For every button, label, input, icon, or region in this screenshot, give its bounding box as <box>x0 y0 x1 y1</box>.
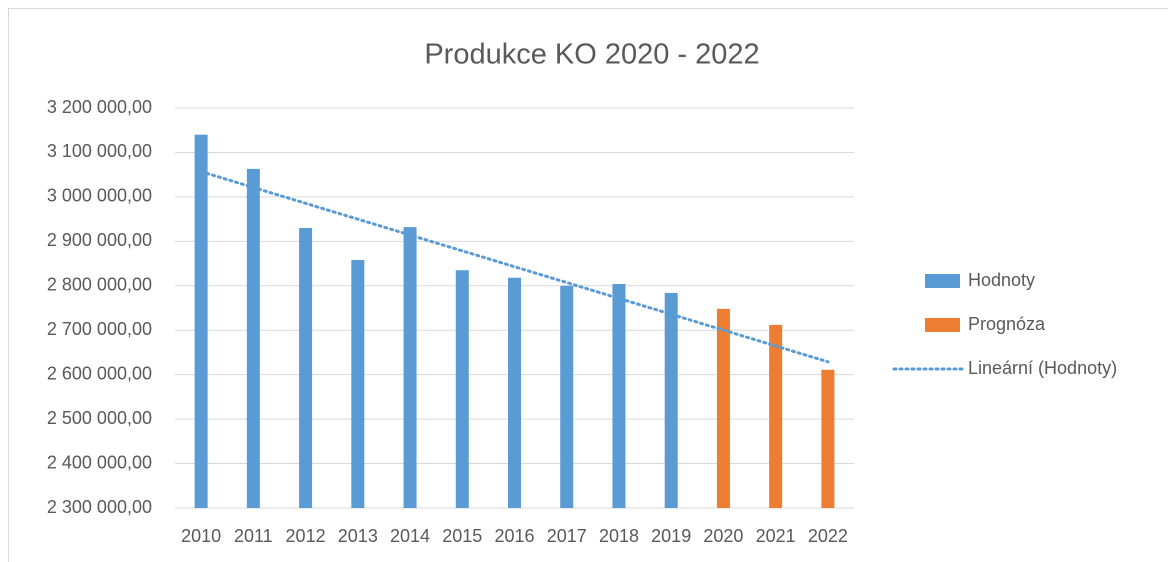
legend-swatch <box>925 274 960 288</box>
bar <box>351 260 365 508</box>
bar <box>403 227 417 508</box>
x-tick-label: 2022 <box>808 526 848 546</box>
y-tick-label: 3 200 000,00 <box>47 97 152 117</box>
bar <box>299 228 313 508</box>
chart-border <box>8 8 1168 562</box>
x-tick-label: 2019 <box>651 526 691 546</box>
bar <box>821 369 835 508</box>
x-tick-label: 2017 <box>547 526 587 546</box>
y-tick-label: 2 700 000,00 <box>47 319 152 339</box>
bar <box>769 324 783 508</box>
bar <box>194 134 208 508</box>
y-tick-label: 3 100 000,00 <box>47 141 152 161</box>
chart-title: Produkce KO 2020 - 2022 <box>424 39 759 71</box>
x-tick-label: 2018 <box>599 526 639 546</box>
x-tick-label: 2020 <box>703 526 743 546</box>
x-tick-label: 2014 <box>390 526 430 546</box>
legend-swatch <box>925 318 960 332</box>
trendline <box>199 170 830 364</box>
bar <box>612 284 626 508</box>
x-tick-label: 2013 <box>338 526 378 546</box>
x-tick-label: 2016 <box>494 526 534 546</box>
bar <box>716 308 730 508</box>
legend-label: Lineární (Hodnoty) <box>968 358 1117 378</box>
y-tick-label: 2 900 000,00 <box>47 230 152 250</box>
x-tick-label: 2012 <box>286 526 326 546</box>
x-tick-label: 2015 <box>442 526 482 546</box>
legend-label: Hodnoty <box>968 270 1035 290</box>
y-tick-label: 2 800 000,00 <box>47 275 152 295</box>
y-tick-label: 2 500 000,00 <box>47 408 152 428</box>
y-tick-label: 2 300 000,00 <box>47 497 152 517</box>
legend-label: Prognóza <box>968 314 1046 334</box>
y-tick-label: 2 400 000,00 <box>47 452 152 472</box>
y-tick-label: 2 600 000,00 <box>47 363 152 383</box>
bar <box>246 168 260 508</box>
bar <box>560 285 574 508</box>
x-tick-label: 2010 <box>181 526 221 546</box>
bar <box>455 270 469 508</box>
bar <box>664 292 678 508</box>
x-tick-label: 2011 <box>234 526 273 546</box>
x-tick-label: 2021 <box>756 526 796 546</box>
bar <box>508 277 521 508</box>
y-tick-label: 3 000 000,00 <box>47 186 152 206</box>
